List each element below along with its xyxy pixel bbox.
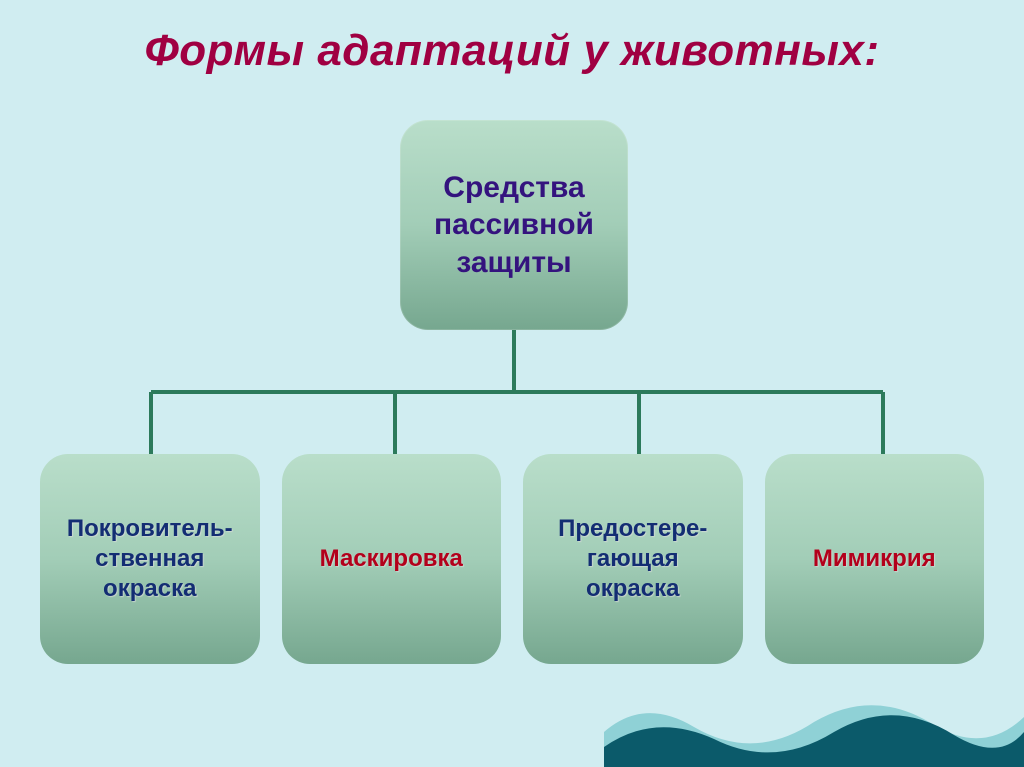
- root-node: Средства пассивной защиты: [400, 120, 628, 330]
- child-node-label: Мимикрия: [813, 544, 936, 574]
- child-node-label: Маскировка: [320, 544, 463, 574]
- child-node-label: Предостере-гающаяокраска: [558, 514, 707, 604]
- child-node-2: Предостере-гающаяокраска: [523, 454, 743, 664]
- child-node-label: Покровитель-ственнаяокраска: [67, 514, 233, 604]
- child-node-3: Мимикрия: [765, 454, 985, 664]
- decorative-waves-icon: [604, 677, 1024, 767]
- children-row: Покровитель-ственнаяокраска Маскировка П…: [40, 454, 984, 664]
- page-title: Формы адаптаций у животных:: [0, 0, 1024, 76]
- root-node-label: Средства пассивной защиты: [400, 169, 628, 282]
- child-node-1: Маскировка: [282, 454, 502, 664]
- child-node-0: Покровитель-ственнаяокраска: [40, 454, 260, 664]
